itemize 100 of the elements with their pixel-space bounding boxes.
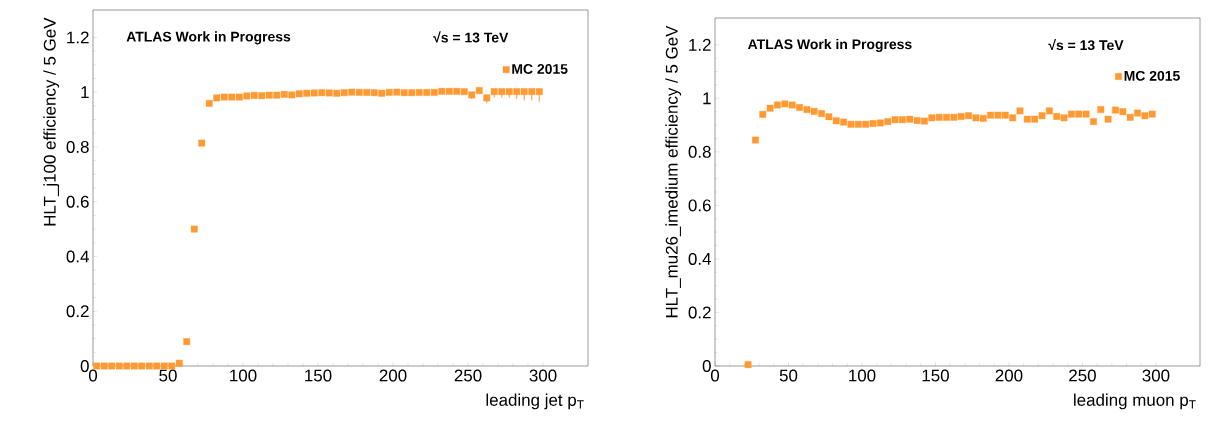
point (876, 119, 884, 127)
point (115, 362, 123, 370)
point (108, 362, 116, 370)
point (752, 136, 759, 144)
y-axis-title: HLT_j100 efficiency / 5 GeV (43, 17, 60, 226)
point (100, 362, 108, 370)
x-tick-label: 150 (922, 369, 949, 382)
y-tick-label: 1 (703, 92, 711, 105)
point (1016, 107, 1024, 115)
point (1134, 109, 1141, 117)
annotation: ATLAS Work in Progress (126, 31, 291, 45)
x-tick-label: 0 (710, 369, 720, 382)
point (153, 362, 161, 370)
x-tick-label: 250 (1069, 369, 1096, 382)
x-tick-label: 100 (849, 369, 876, 382)
y-tick-label: 0 (80, 360, 89, 372)
point (781, 100, 789, 108)
y-tick-label: 0.8 (688, 145, 711, 158)
point (803, 106, 811, 113)
point (825, 113, 833, 121)
x-tick-label: 100 (230, 369, 257, 382)
point (1097, 106, 1105, 113)
x-tick-label: 50 (159, 369, 177, 382)
point (906, 115, 914, 123)
point (913, 117, 921, 124)
y-tick-label: 1.2 (67, 31, 89, 44)
legend-label: MC 2015 (512, 64, 568, 74)
point (130, 362, 138, 370)
point (935, 113, 943, 121)
point (1068, 110, 1075, 118)
point (979, 114, 987, 122)
point (1090, 118, 1097, 125)
y-tick-label: 0.4 (688, 252, 711, 265)
point (987, 111, 994, 119)
point (1112, 106, 1119, 114)
point (994, 111, 1002, 119)
point (950, 113, 958, 121)
point (972, 114, 980, 122)
legend-label: MC 2015 (1124, 70, 1180, 81)
point (891, 116, 899, 124)
point (928, 114, 936, 122)
point (832, 117, 840, 125)
point (965, 112, 972, 120)
x-tick-label: 200 (995, 369, 1023, 382)
y-axis-title: HLT_mu26_imedium efficiency / 5 GeV (665, 25, 682, 318)
y-tick-label: 0.4 (66, 250, 89, 263)
point (818, 110, 825, 117)
y-tick-label: 0.2 (688, 306, 711, 319)
x-tick-label: 300 (529, 369, 557, 382)
point (1031, 115, 1039, 123)
point (884, 118, 892, 125)
point (1141, 112, 1149, 120)
point (1038, 112, 1046, 120)
point (810, 108, 818, 115)
annotation: √s = 13 TeV (433, 31, 509, 43)
annotation: ATLAS Work in Progress (747, 38, 912, 52)
annotation: √s = 13 TeV (1048, 38, 1124, 51)
point (1075, 110, 1083, 118)
point (766, 104, 774, 112)
point (1053, 113, 1061, 120)
point (123, 362, 131, 370)
point (847, 120, 855, 128)
point (744, 361, 752, 369)
point (957, 113, 965, 120)
point (1060, 114, 1068, 122)
point (862, 120, 870, 128)
point (788, 101, 796, 109)
point (1119, 108, 1127, 116)
y-tick-label: 1 (81, 86, 89, 98)
y-tick-label: 0.6 (688, 199, 711, 212)
x-tick-label: 300 (1142, 369, 1170, 382)
x-axis-title: leading muon p$_{T}$ (1074, 393, 1196, 410)
point (1104, 115, 1112, 123)
point (1045, 107, 1053, 115)
x-tick-label: 150 (305, 369, 332, 382)
point (1001, 111, 1009, 119)
point (854, 120, 862, 128)
point (1082, 110, 1090, 118)
point (921, 117, 928, 125)
x-tick-label: 0 (88, 369, 98, 382)
y-tick-label: 0.8 (66, 140, 89, 153)
point (840, 118, 848, 126)
point (1126, 113, 1134, 121)
y-tick-label: 0.6 (66, 195, 89, 208)
y-tick-label: 1.2 (689, 38, 711, 51)
point (759, 110, 767, 118)
point (145, 362, 153, 370)
y-tick-label: 0 (702, 360, 711, 372)
y-tick-label: 0.2 (66, 305, 89, 318)
x-tick-label: 50 (779, 369, 798, 382)
point (138, 362, 146, 370)
point (943, 113, 950, 121)
x-axis-title: leading jet p$_{T}$ (486, 393, 584, 410)
point (1023, 115, 1031, 123)
point (1009, 114, 1017, 122)
point (93, 362, 101, 370)
point (899, 116, 906, 124)
x-tick-label: 200 (379, 369, 407, 382)
point (796, 104, 803, 111)
x-tick-label: 250 (454, 369, 482, 382)
